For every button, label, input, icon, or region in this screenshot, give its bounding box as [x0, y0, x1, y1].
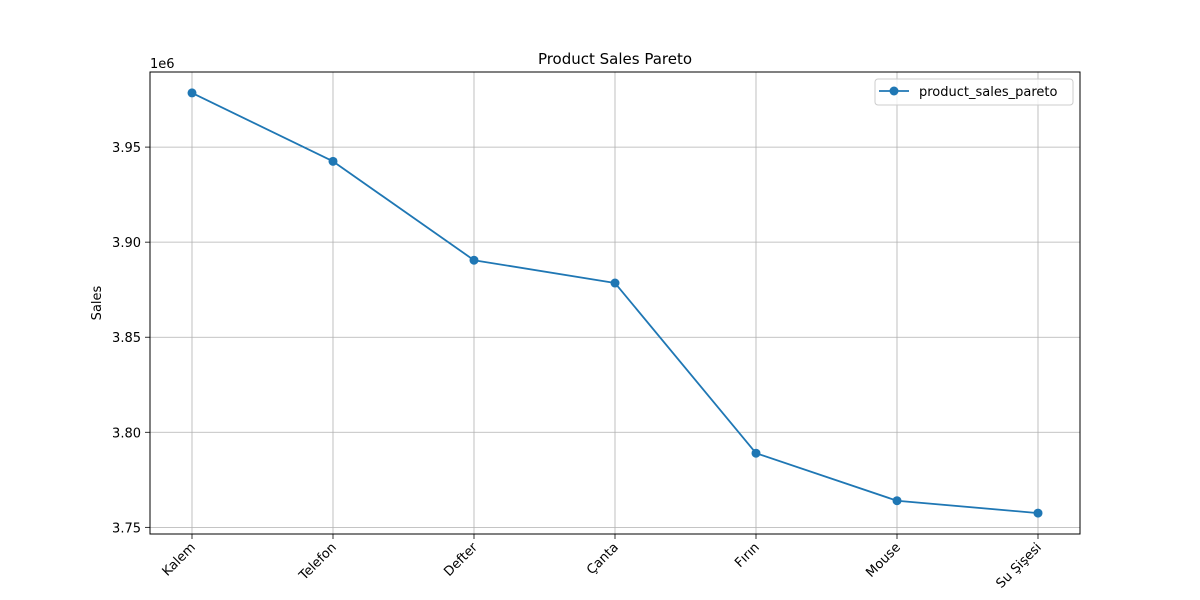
- y-tick-label: 3.75: [112, 521, 141, 536]
- legend-marker-swatch: [889, 86, 899, 96]
- series-layer: [187, 88, 1043, 518]
- x-tick-label: Kalem: [160, 540, 199, 579]
- y-tick-label: 3.85: [112, 331, 141, 346]
- data-point: [187, 88, 197, 98]
- x-tick-label: Çanta: [584, 540, 622, 578]
- grid-layer: [150, 72, 1080, 534]
- x-tick-label: Fırın: [732, 540, 763, 571]
- data-point: [892, 496, 902, 506]
- data-point: [469, 255, 479, 265]
- data-point: [610, 278, 620, 288]
- x-tick-label: Mouse: [863, 540, 903, 580]
- legend-box: [874, 78, 1074, 106]
- tick-layer: Kalem Telefon Defter Çanta Fırın Mouse Su Şişe…: [112, 141, 1045, 591]
- x-tick-label: Su Şişesi: [993, 540, 1044, 591]
- data-point: [1033, 508, 1043, 518]
- x-tick-label: Telefon: [296, 540, 340, 584]
- y-axis-offset-label: 1e6: [150, 57, 175, 72]
- y-axis-label: Sales: [90, 285, 105, 320]
- x-tick-label: Defter: [441, 540, 481, 580]
- y-tick-label: 3.90: [112, 236, 141, 251]
- chart-title: Product Sales Pareto: [538, 50, 692, 68]
- data-point: [328, 156, 338, 166]
- y-tick-label: 3.95: [112, 141, 141, 156]
- legend-entry-label: product_sales_pareto: [919, 85, 1057, 100]
- data-point: [751, 448, 761, 458]
- y-tick-label: 3.80: [112, 426, 141, 441]
- legend: product_sales_pareto: [874, 78, 1074, 106]
